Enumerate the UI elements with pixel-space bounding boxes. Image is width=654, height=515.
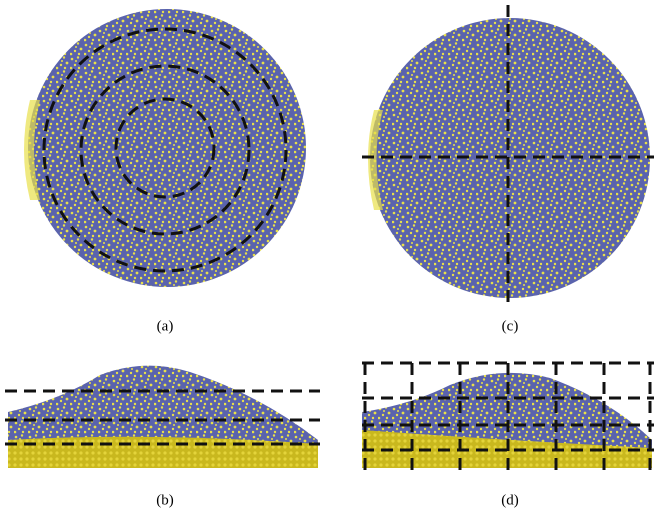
dashed-ring [79,64,251,236]
dashed-ring [114,97,216,199]
base-layer [8,436,318,468]
dashed-ring [42,27,288,273]
panel-label: (d) [501,492,519,508]
edge-band [368,110,383,210]
particle-disk [370,18,650,298]
panel-c: (c) [362,5,654,334]
panel-a: (a) [24,9,306,334]
panel-label: (c) [502,318,519,334]
edge-band [24,100,40,200]
panel-label: (a) [157,318,174,334]
panel-d: (d) [362,361,654,508]
particle-disk [28,9,306,287]
panel-label: (b) [156,492,174,508]
panel-b: (b) [5,365,320,508]
